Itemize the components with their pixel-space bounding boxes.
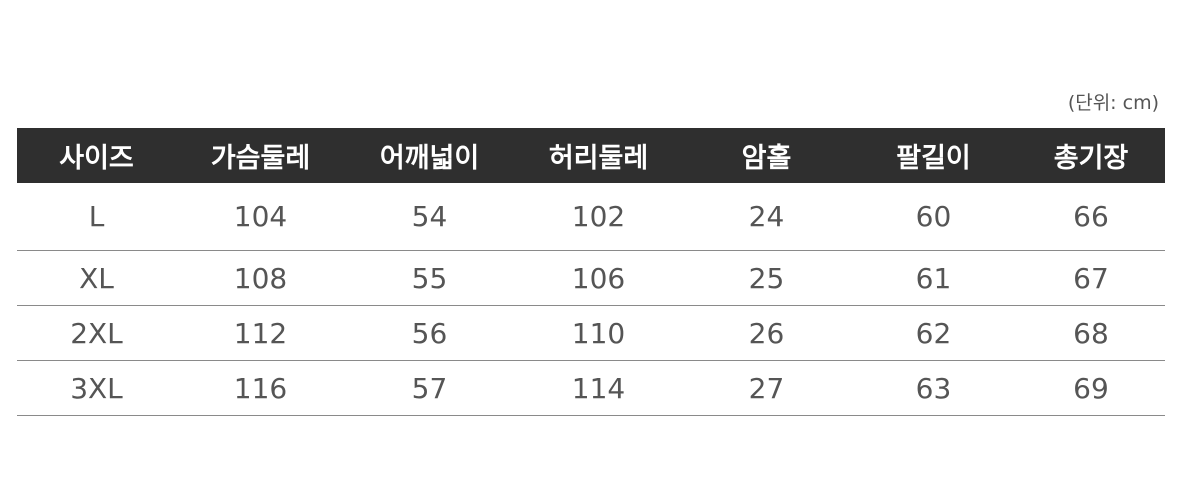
table-cell: 55 — [345, 250, 514, 306]
table-cell: 68 — [1017, 305, 1165, 361]
table-cell: 2XL — [17, 305, 176, 361]
table-cell: 60 — [850, 183, 1017, 251]
table-cell: 26 — [683, 305, 850, 361]
header-row: 사이즈 가슴둘레 어깨넓이 허리둘레 암홀 팔길이 총기장 — [17, 128, 1165, 183]
header-waist: 허리둘레 — [514, 128, 683, 183]
table-cell: 66 — [1017, 183, 1165, 251]
table-cell: 112 — [176, 305, 345, 361]
table-row: L 104 54 102 24 60 66 — [17, 183, 1165, 251]
table-cell: 104 — [176, 183, 345, 251]
header-chest: 가슴둘레 — [176, 128, 345, 183]
table-cell: L — [17, 183, 176, 251]
table-cell: 116 — [176, 360, 345, 416]
table-cell: 3XL — [17, 360, 176, 416]
table-cell: 62 — [850, 305, 1017, 361]
table-cell: 24 — [683, 183, 850, 251]
header-sleeve: 팔길이 — [850, 128, 1017, 183]
table-cell: 69 — [1017, 360, 1165, 416]
header-shoulder: 어깨넓이 — [345, 128, 514, 183]
table-row: 2XL 112 56 110 26 62 68 — [17, 305, 1165, 361]
table-row: XL 108 55 106 25 61 67 — [17, 250, 1165, 306]
size-table: 사이즈 가슴둘레 어깨넓이 허리둘레 암홀 팔길이 총기장 L 104 54 102 2… — [17, 128, 1165, 416]
table-cell: 25 — [683, 250, 850, 306]
table-cell: 63 — [850, 360, 1017, 416]
table-cell: XL — [17, 250, 176, 306]
header-size: 사이즈 — [17, 128, 176, 183]
table-cell: 27 — [683, 360, 850, 416]
table-cell: 56 — [345, 305, 514, 361]
table-cell: 61 — [850, 250, 1017, 306]
header-length: 총기장 — [1017, 128, 1165, 183]
table-cell: 106 — [514, 250, 683, 306]
table-cell: 67 — [1017, 250, 1165, 306]
table-cell: 114 — [514, 360, 683, 416]
unit-label: (단위: cm) — [1067, 92, 1159, 114]
table-cell: 110 — [514, 305, 683, 361]
header-armhole: 암홀 — [683, 128, 850, 183]
table-row: 3XL 116 57 114 27 63 69 — [17, 360, 1165, 416]
table-cell: 102 — [514, 183, 683, 251]
table-cell: 57 — [345, 360, 514, 416]
table-cell: 54 — [345, 183, 514, 251]
table-cell: 108 — [176, 250, 345, 306]
